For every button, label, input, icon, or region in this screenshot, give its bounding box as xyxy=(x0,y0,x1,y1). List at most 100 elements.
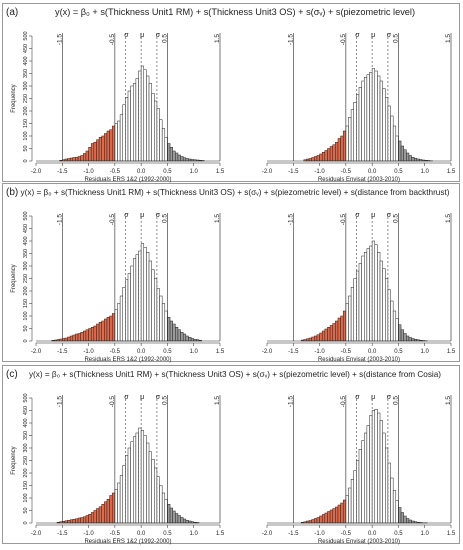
x-tick-label: 1.0 xyxy=(421,349,430,355)
histogram-bar xyxy=(306,338,310,342)
histogram-bar xyxy=(169,147,173,162)
x-axis-label: Residuals Envisat (2003-2010) xyxy=(318,177,400,183)
panel-label: (b) xyxy=(6,187,18,198)
histogram-bar xyxy=(101,135,105,162)
histogram-bar xyxy=(98,137,102,162)
histogram-bar xyxy=(148,83,152,162)
histogram-bar xyxy=(156,476,160,524)
sigma-label: σ xyxy=(156,394,161,401)
y-tick-label: 350 xyxy=(23,69,29,78)
sigma-label: σ xyxy=(355,32,360,39)
y-axis-label: Frequency xyxy=(11,264,17,292)
x-tick-label: 1.5 xyxy=(447,169,456,175)
histogram-bar xyxy=(119,475,123,524)
histogram-bar xyxy=(398,140,402,162)
threshold-label: 0.5 xyxy=(392,34,399,43)
histogram-bar xyxy=(177,329,181,342)
histogram-bar xyxy=(96,139,100,162)
histogram-bar xyxy=(340,502,344,524)
histogram-bar xyxy=(366,74,370,162)
histogram-bar xyxy=(111,125,116,162)
histogram-bar xyxy=(125,97,129,162)
histogram-bar xyxy=(364,432,368,524)
x-tick-label: 1.5 xyxy=(216,169,225,175)
histogram-bar xyxy=(169,507,173,524)
histogram-bar xyxy=(371,68,376,162)
histogram-bar xyxy=(311,336,315,342)
x-tick-label: -1.5 xyxy=(288,531,299,537)
histogram-bar xyxy=(353,278,357,342)
histogram-bar xyxy=(69,519,74,524)
histogram-bar xyxy=(369,415,373,524)
x-tick-label: -2.0 xyxy=(262,349,273,355)
threshold-label: -0.5 xyxy=(340,34,347,46)
histogram-bar xyxy=(101,320,105,342)
x-tick-label: 0.5 xyxy=(163,349,172,355)
histogram-bar xyxy=(125,279,129,342)
histogram-bar xyxy=(64,520,68,524)
histogram-bar xyxy=(180,517,184,524)
histogram-bar xyxy=(117,120,121,162)
x-tick-label: -1.0 xyxy=(314,531,325,537)
histogram-bar xyxy=(319,332,323,342)
sigma-label: σ xyxy=(124,394,129,401)
histogram-bar xyxy=(382,88,386,162)
histogram-bar xyxy=(377,252,381,342)
threshold-label: -1.5 xyxy=(287,396,294,408)
histogram-bar xyxy=(332,144,336,162)
y-tick-label: 450 xyxy=(23,406,29,415)
y-tick-label: 400 xyxy=(23,56,29,65)
panel-equation: y(x) = β₀ + s(Thickness Unit1 RM) + s(Th… xyxy=(21,188,450,197)
x-tick-label: -0.5 xyxy=(110,531,121,537)
y-axis-label: Frequency xyxy=(11,84,17,112)
histogram-bar xyxy=(161,303,166,342)
histogram-bar xyxy=(316,155,320,162)
histogram-bar xyxy=(175,152,179,162)
histogram-bar xyxy=(117,303,121,342)
histogram-bar xyxy=(413,158,418,162)
histogram-bar xyxy=(106,499,110,524)
threshold-label: 1.5 xyxy=(214,396,221,405)
y-tick-label: 50 xyxy=(23,507,29,513)
histogram-bar xyxy=(340,315,344,342)
threshold-label: 1.5 xyxy=(445,396,452,405)
histogram-bar xyxy=(371,240,376,342)
panel-frame xyxy=(2,3,460,182)
x-tick-label: 0.0 xyxy=(137,349,146,355)
histogram-bar xyxy=(146,442,150,524)
histogram-bar xyxy=(308,520,312,524)
x-axis-label: Residuals ERS 1&2 (1992-2000) xyxy=(84,539,171,545)
histogram-bar xyxy=(353,102,357,162)
histogram-bar xyxy=(101,504,105,524)
histogram-bar xyxy=(353,470,357,524)
y-tick-label: 50 xyxy=(23,325,29,331)
histogram-bar xyxy=(111,313,116,342)
histogram-bar xyxy=(400,512,404,524)
y-tick-label: 250 xyxy=(23,456,29,465)
histogram-bar xyxy=(327,327,331,342)
histogram-bar xyxy=(72,519,76,524)
histogram-bar xyxy=(185,158,189,162)
histogram-bar xyxy=(308,337,312,342)
threshold-label: -0.5 xyxy=(109,214,116,226)
histogram-bar xyxy=(80,517,84,524)
histogram-bar xyxy=(151,269,155,342)
histogram-bar xyxy=(93,142,97,162)
panel-frame xyxy=(2,365,460,544)
histogram-bar xyxy=(75,157,79,162)
threshold-label: 1.5 xyxy=(445,214,452,223)
histogram-bar xyxy=(127,273,131,342)
histogram-bar xyxy=(403,149,407,162)
histogram-bar xyxy=(348,117,352,162)
histogram-bar xyxy=(316,334,320,342)
histogram-bar xyxy=(154,100,158,162)
histogram-bar xyxy=(140,243,145,342)
threshold-label: 0.5 xyxy=(161,396,168,405)
y-tick-label: 250 xyxy=(23,274,29,283)
histogram-bar xyxy=(104,501,108,524)
histogram-bar xyxy=(88,328,92,342)
histogram-bar xyxy=(164,310,168,342)
threshold-label: -1.5 xyxy=(56,214,63,226)
histogram-bar xyxy=(109,495,113,524)
x-tick-label: -1.0 xyxy=(314,349,325,355)
